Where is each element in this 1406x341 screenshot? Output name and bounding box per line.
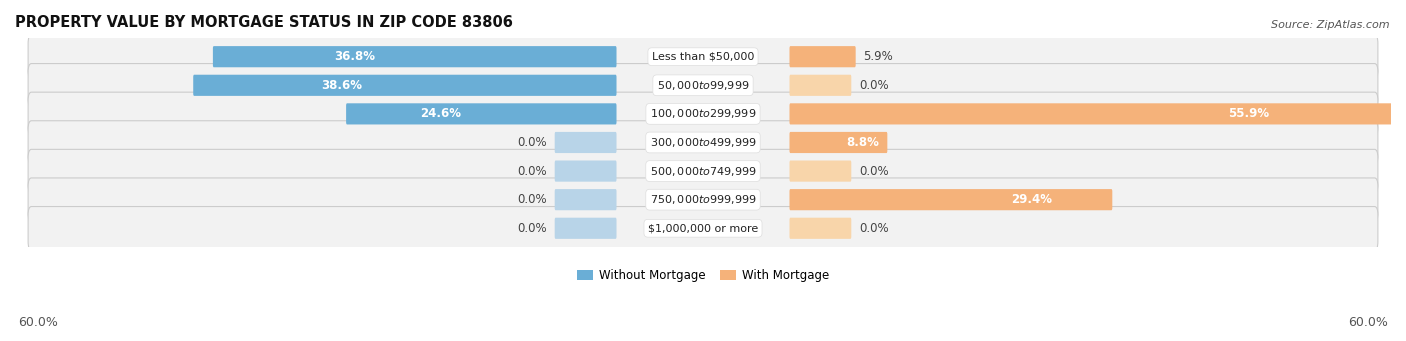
FancyBboxPatch shape: [790, 75, 851, 96]
Text: 0.0%: 0.0%: [859, 165, 889, 178]
Text: Less than $50,000: Less than $50,000: [652, 52, 754, 62]
Text: 0.0%: 0.0%: [859, 222, 889, 235]
Text: 38.6%: 38.6%: [321, 79, 363, 92]
FancyBboxPatch shape: [28, 178, 1378, 221]
Text: Source: ZipAtlas.com: Source: ZipAtlas.com: [1271, 20, 1389, 30]
FancyBboxPatch shape: [346, 103, 616, 124]
Text: 60.0%: 60.0%: [18, 316, 58, 329]
Text: $100,000 to $299,999: $100,000 to $299,999: [650, 107, 756, 120]
FancyBboxPatch shape: [790, 132, 887, 153]
Legend: Without Mortgage, With Mortgage: Without Mortgage, With Mortgage: [572, 264, 834, 287]
FancyBboxPatch shape: [790, 46, 856, 67]
FancyBboxPatch shape: [790, 189, 1112, 210]
Text: 0.0%: 0.0%: [517, 165, 547, 178]
FancyBboxPatch shape: [28, 92, 1378, 136]
Text: 60.0%: 60.0%: [1348, 316, 1388, 329]
Text: 5.9%: 5.9%: [863, 50, 893, 63]
FancyBboxPatch shape: [790, 161, 851, 182]
Text: 0.0%: 0.0%: [859, 79, 889, 92]
Text: 0.0%: 0.0%: [517, 193, 547, 206]
Text: 55.9%: 55.9%: [1227, 107, 1268, 120]
Text: 29.4%: 29.4%: [1011, 193, 1052, 206]
FancyBboxPatch shape: [28, 149, 1378, 193]
FancyBboxPatch shape: [28, 121, 1378, 164]
Text: $50,000 to $99,999: $50,000 to $99,999: [657, 79, 749, 92]
FancyBboxPatch shape: [555, 132, 616, 153]
Text: 0.0%: 0.0%: [517, 222, 547, 235]
FancyBboxPatch shape: [790, 218, 851, 239]
FancyBboxPatch shape: [790, 103, 1402, 124]
FancyBboxPatch shape: [193, 75, 616, 96]
FancyBboxPatch shape: [28, 35, 1378, 78]
Text: 0.0%: 0.0%: [517, 136, 547, 149]
Text: 8.8%: 8.8%: [846, 136, 879, 149]
Text: $1,000,000 or more: $1,000,000 or more: [648, 223, 758, 233]
FancyBboxPatch shape: [212, 46, 616, 67]
FancyBboxPatch shape: [28, 207, 1378, 250]
FancyBboxPatch shape: [555, 189, 616, 210]
Text: $750,000 to $999,999: $750,000 to $999,999: [650, 193, 756, 206]
FancyBboxPatch shape: [555, 218, 616, 239]
FancyBboxPatch shape: [28, 63, 1378, 107]
Text: 24.6%: 24.6%: [420, 107, 461, 120]
Text: $500,000 to $749,999: $500,000 to $749,999: [650, 165, 756, 178]
Text: $300,000 to $499,999: $300,000 to $499,999: [650, 136, 756, 149]
Text: PROPERTY VALUE BY MORTGAGE STATUS IN ZIP CODE 83806: PROPERTY VALUE BY MORTGAGE STATUS IN ZIP…: [15, 15, 513, 30]
FancyBboxPatch shape: [555, 161, 616, 182]
Text: 36.8%: 36.8%: [333, 50, 375, 63]
